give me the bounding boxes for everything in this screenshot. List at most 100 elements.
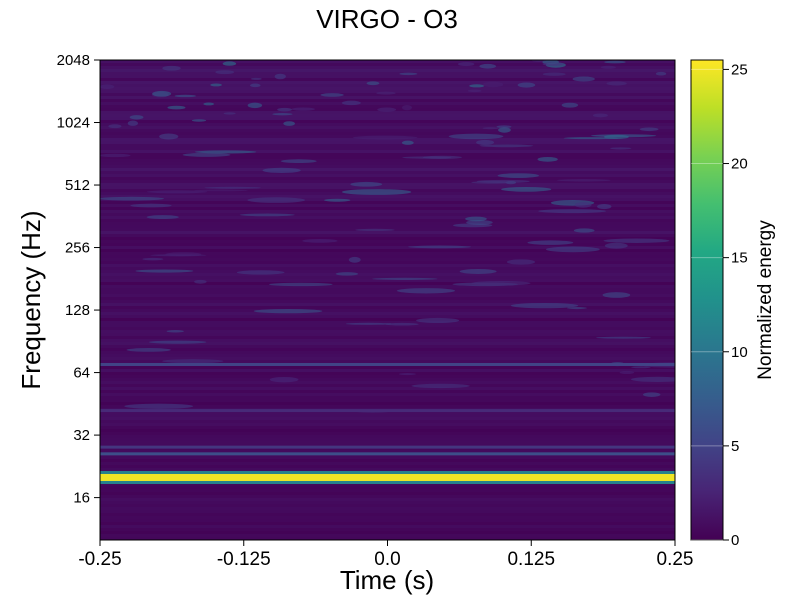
energy-blob [135, 269, 194, 273]
energy-blob [130, 203, 172, 208]
energy-blob [479, 144, 534, 148]
energy-blob [401, 140, 414, 145]
noise-row [100, 432, 675, 435]
energy-blob [465, 216, 487, 222]
energy-blob [592, 113, 608, 118]
colorbar-tick-label: 15 [731, 250, 748, 267]
colorbar-ticks: 0 5 10 15 20 25 [691, 61, 748, 549]
noise-row [100, 429, 675, 432]
energy-blob [320, 93, 344, 97]
noise-row [100, 405, 675, 408]
energy-blob [124, 403, 194, 409]
noise-row [100, 264, 675, 267]
noise-row [100, 414, 675, 417]
x-tick-label: 0.25 [657, 549, 694, 570]
noise-row [100, 336, 675, 339]
noise-row [100, 222, 675, 225]
energy-blob [239, 213, 295, 217]
noise-row [100, 435, 675, 438]
energy-blob [366, 81, 380, 86]
x-axis-ticks: -0.25 -0.125 0.0 0.125 0.25 [78, 540, 693, 570]
colorbar-tick-label: 10 [731, 344, 748, 361]
noise-row [100, 327, 675, 330]
noise-row [100, 306, 675, 309]
noise-row [100, 87, 675, 90]
energy-blob [247, 102, 263, 109]
energy-blob [639, 127, 659, 132]
colorbar-label: Normalized energy [755, 220, 776, 380]
noise-row [100, 99, 675, 102]
noise-row [100, 186, 675, 189]
energy-blob [497, 173, 540, 178]
noise-row [100, 282, 675, 285]
noise-row [100, 345, 675, 348]
energy-blob [396, 288, 456, 294]
noise-row [100, 300, 675, 303]
energy-blob [127, 120, 139, 126]
energy-blob [459, 268, 497, 274]
noise-row [100, 273, 675, 276]
noise-row [100, 81, 675, 84]
spectral-line [100, 452, 675, 456]
noise-row [100, 396, 675, 399]
energy-blob [506, 259, 536, 265]
energy-blob [126, 348, 171, 352]
noise-row [100, 204, 675, 207]
noise-row [100, 381, 675, 384]
energy-blob [398, 373, 417, 376]
noise-row [100, 486, 675, 489]
noise-row [100, 150, 675, 153]
noise-row [100, 372, 675, 375]
noise-row [100, 240, 675, 243]
energy-blob [162, 359, 224, 364]
noise-row [100, 525, 675, 528]
energy-blob [291, 107, 315, 111]
energy-blob [253, 308, 323, 314]
energy-blob [215, 70, 235, 75]
energy-blob [606, 81, 627, 86]
noise-row [100, 63, 675, 66]
energy-blob [355, 228, 395, 232]
y-axis-label: Frequency (Hz) [16, 210, 46, 389]
energy-blob [574, 202, 592, 208]
noise-row [100, 207, 675, 210]
noise-row [100, 498, 675, 501]
energy-blob [262, 167, 301, 173]
noise-row [100, 216, 675, 219]
energy-blob [250, 77, 262, 80]
noise-row [100, 465, 675, 468]
noise-row [100, 438, 675, 441]
energy-blob [604, 242, 628, 249]
noise-row [100, 177, 675, 180]
spectral-line [100, 445, 675, 449]
energy-blob [566, 307, 587, 310]
noise-row [100, 75, 675, 78]
energy-blob [642, 392, 661, 397]
noise-row [100, 96, 675, 99]
energy-blob [377, 107, 397, 112]
noise-row [100, 357, 675, 360]
noise-row [100, 492, 675, 495]
energy-blob [597, 204, 612, 210]
x-tick-label: 0.125 [507, 549, 555, 570]
noise-row [100, 162, 675, 165]
energy-blob [148, 340, 207, 344]
y-tick-label: 2048 [57, 52, 90, 69]
energy-blob [545, 246, 600, 253]
noise-row [100, 537, 675, 540]
noise-row [100, 531, 675, 534]
energy-blob [165, 252, 202, 257]
spectral-line [100, 473, 675, 481]
energy-blob [542, 62, 564, 66]
energy-blob [482, 127, 499, 130]
energy-blob [469, 84, 485, 88]
noise-row [100, 276, 675, 279]
energy-blob [408, 245, 472, 249]
colorbar-tick-label: 5 [731, 438, 739, 455]
noise-row [100, 288, 675, 291]
energy-blob [191, 119, 207, 122]
noise-row [100, 84, 675, 87]
energy-blob [471, 181, 514, 184]
energy-blob [210, 83, 222, 87]
